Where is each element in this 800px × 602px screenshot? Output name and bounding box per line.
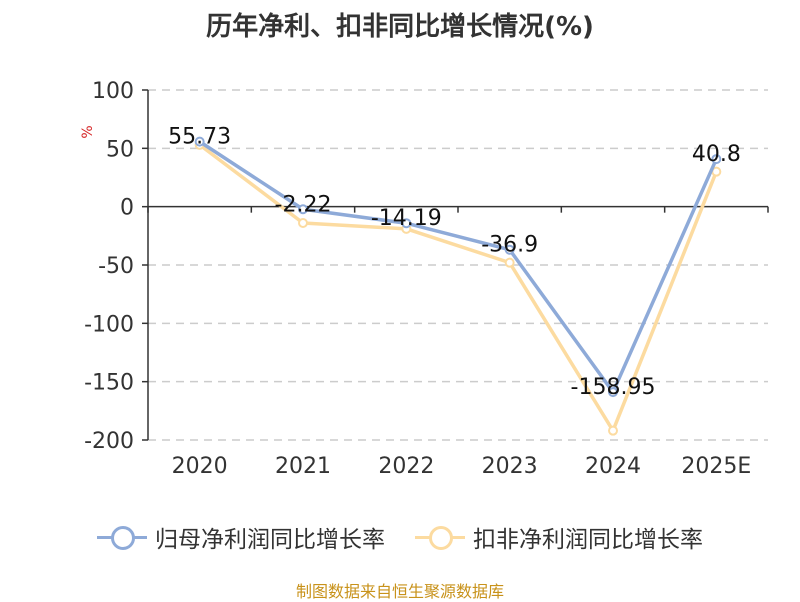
series-lines (194, 136, 722, 436)
legend-item-series-1[interactable]: 归母净利润同比增长率 (97, 520, 385, 554)
x-tick-label: 2021 (275, 454, 331, 479)
data-point (298, 218, 308, 228)
data-point (194, 136, 205, 147)
x-tick-label: 2023 (482, 454, 538, 479)
x-tick-label: 2025E (681, 454, 751, 479)
data-label: -14.19 (371, 206, 442, 231)
legend-swatch-series-1 (97, 525, 147, 550)
y-tick-label: -100 (84, 312, 134, 337)
data-label: -158.95 (571, 375, 656, 400)
grid-lines (148, 89, 768, 441)
y-tick-label: -150 (84, 371, 134, 396)
legend-label-series-1: 归母净利润同比增长率 (155, 527, 385, 553)
data-point (608, 425, 618, 436)
data-label: -2.22 (275, 192, 332, 217)
data-label: -36.9 (481, 233, 538, 258)
data-label: 55.73 (168, 125, 231, 150)
x-tick-label: 2022 (378, 454, 434, 479)
chart-title: 历年净利、扣非同比增长情况(%) (206, 12, 594, 42)
data-point (401, 218, 412, 229)
series-line-1 (198, 140, 718, 394)
axes: 100 50 0 -50 -100 -150 -200 2020 2021 2022 2023 202… (84, 79, 769, 479)
data-point (608, 387, 618, 398)
y-tick-label: 0 (120, 196, 134, 221)
source-note: 制图数据来自恒生聚源数据库 (295, 582, 504, 601)
data-point (504, 257, 515, 268)
legend-swatch-series-2 (415, 525, 465, 550)
data-point (711, 154, 722, 165)
data-point (298, 204, 308, 215)
y-tick-label: -50 (98, 254, 134, 279)
data-label: 40.8 (692, 142, 741, 167)
y-tick-label: 100 (92, 79, 134, 104)
x-tick-label: 2020 (172, 454, 228, 479)
legend: 归母净利润同比增长率 扣非净利润同比增长率 (0, 520, 800, 554)
data-labels: 55.73 -2.22 -14.19 -36.9 -158.95 40.8 (168, 125, 741, 400)
x-tick-label: 2024 (585, 454, 641, 479)
y-tick-label: -200 (84, 429, 134, 454)
legend-item-series-2[interactable]: 扣非净利润同比增长率 (415, 520, 703, 554)
y-tick-label: 50 (106, 137, 134, 162)
data-point (504, 244, 515, 255)
series-line-2 (198, 143, 718, 433)
legend-label-series-2: 扣非净利润同比增长率 (473, 527, 703, 553)
y-axis-unit-label: % (80, 125, 96, 138)
